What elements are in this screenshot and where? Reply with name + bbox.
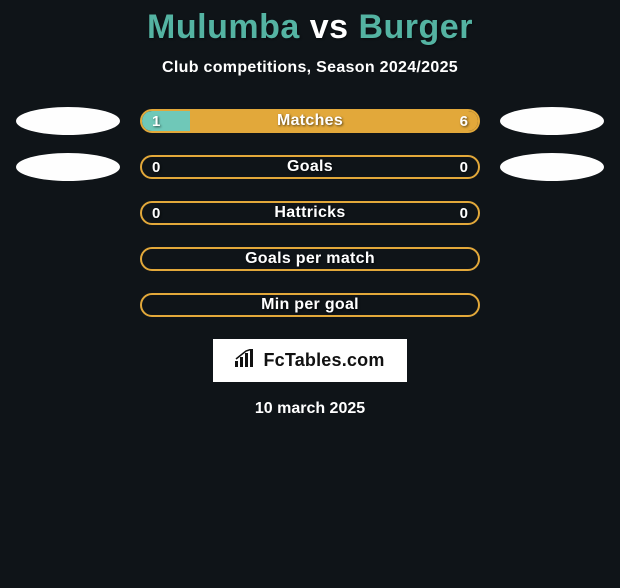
stat-label: Matches: [142, 111, 478, 131]
stat-label: Hattricks: [142, 203, 478, 223]
brand-badge: FcTables.com: [213, 339, 406, 382]
stat-label: Goals: [142, 157, 478, 177]
player2-marker: [500, 107, 604, 135]
player1-marker: [16, 107, 120, 135]
stat-label: Goals per match: [142, 249, 478, 269]
stat-row: 00Goals: [0, 155, 620, 179]
stat-bar: 00Goals: [140, 155, 480, 179]
brand-text: FcTables.com: [263, 350, 384, 371]
stat-bar: 16Matches: [140, 109, 480, 133]
player1-marker: [16, 153, 120, 181]
title-vs: vs: [310, 8, 349, 46]
stats-container: 16Matches 00Goals 00Hattricks Goals per mat…: [0, 109, 620, 317]
stat-row: Goals per match: [0, 247, 620, 271]
subtitle: Club competitions, Season 2024/2025: [0, 59, 620, 77]
stat-row: 16Matches: [0, 109, 620, 133]
stat-row: 00Hattricks: [0, 201, 620, 225]
stat-row: Min per goal: [0, 293, 620, 317]
title-player2: Burger: [358, 8, 472, 46]
stat-bar: 00Hattricks: [140, 201, 480, 225]
title-player1: Mulumba: [147, 8, 300, 46]
stat-bar: Min per goal: [140, 293, 480, 317]
chart-icon: [235, 349, 257, 372]
stat-bar: Goals per match: [140, 247, 480, 271]
page-title: Mulumba vs Burger: [0, 8, 620, 47]
player2-marker: [500, 153, 604, 181]
stat-label: Min per goal: [142, 295, 478, 315]
date-text: 10 march 2025: [0, 400, 620, 418]
